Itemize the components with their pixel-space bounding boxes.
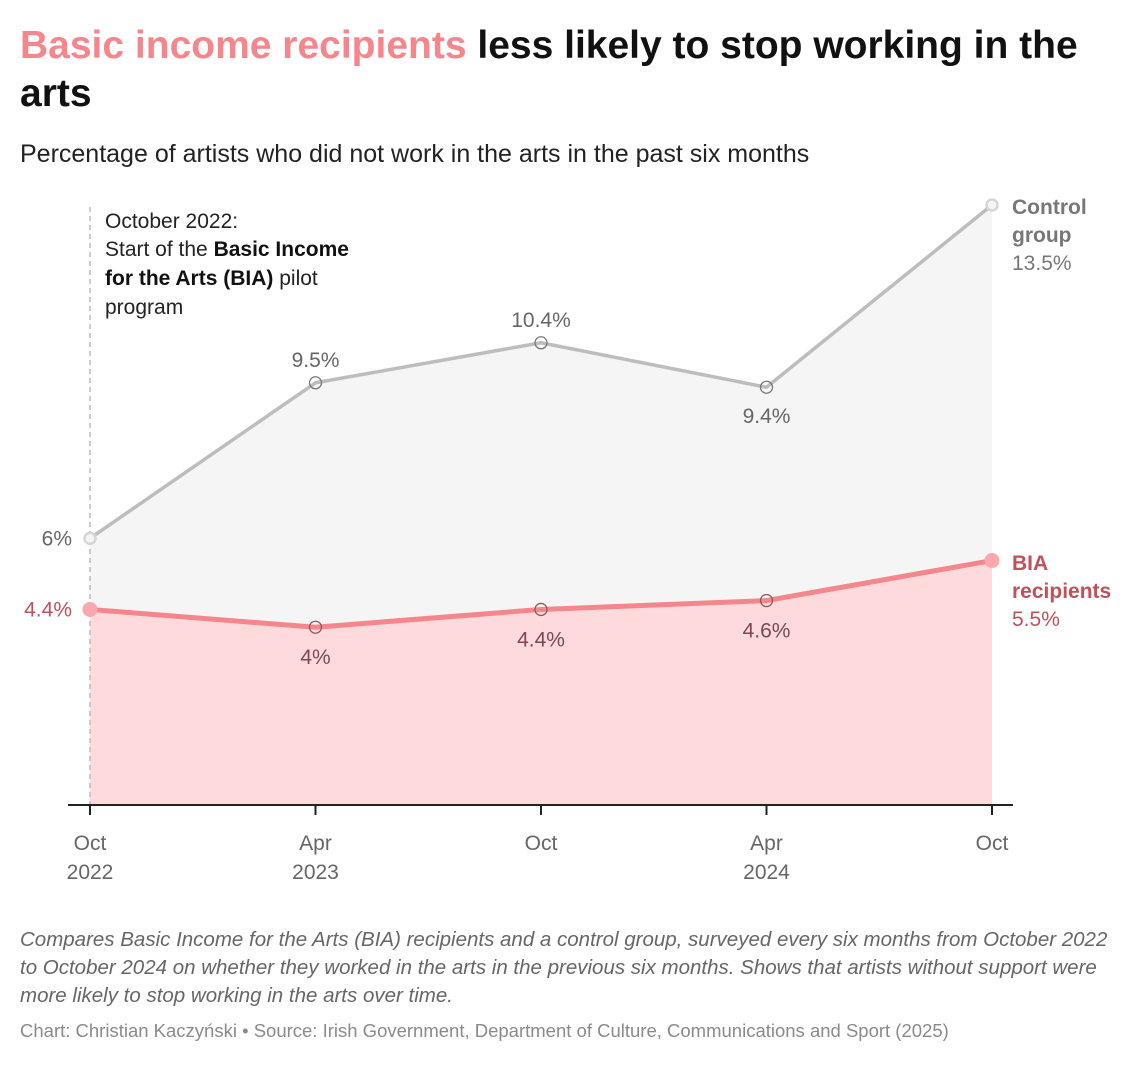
control-data-label: 6%	[42, 527, 72, 550]
svg-text:Start of the Basic Income: Start of the Basic Income	[105, 238, 349, 261]
control-point	[985, 198, 999, 212]
control-series-name: Control	[1012, 196, 1087, 219]
annotation-line-2-bold: Basic Income	[214, 238, 349, 261]
bia-point	[759, 593, 774, 608]
control-point	[534, 336, 548, 350]
svg-text:program: program	[105, 296, 183, 319]
program-start-annotation: October 2022: Start of the Basic Income …	[105, 210, 349, 319]
chart-note: Compares Basic Income for the Arts (BIA)…	[20, 928, 1108, 1007]
control-data-label: 9.5%	[292, 349, 340, 372]
control-end-label: 13.5%	[1012, 252, 1072, 275]
bia-area	[90, 560, 992, 805]
bia-series-name: BIA	[1012, 552, 1048, 575]
annotation-line-3-suffix: pilot	[273, 267, 318, 290]
bia-point	[534, 602, 548, 617]
control-data-label: 10.4%	[511, 309, 571, 332]
title-highlight: Basic income recipients	[20, 24, 467, 67]
bia-point	[82, 601, 98, 617]
bia-point	[984, 553, 1000, 569]
x-tick-label: Oct	[74, 832, 107, 855]
bia-series-line	[87, 558, 995, 630]
annotation-line-2-prefix: Start of the	[105, 238, 214, 261]
x-tick-label: Oct	[525, 832, 558, 855]
bia-series-name: recipients	[1012, 580, 1111, 603]
x-tick-label: 2024	[743, 861, 790, 884]
annotation-line-4: program	[105, 296, 183, 319]
annotation-line-1: October 2022:	[105, 210, 238, 233]
x-tick-label: 2023	[292, 861, 339, 884]
bia-data-label: 4%	[300, 646, 330, 669]
control-point	[308, 376, 323, 390]
bia-end-label: 5.5%	[1012, 608, 1060, 631]
annotation-line-3-bold: for the Arts (BIA)	[105, 267, 273, 290]
control-point	[83, 531, 97, 546]
x-tick-label: 2022	[67, 861, 114, 884]
title-rest: less likely to stop working in the arts	[20, 24, 1078, 115]
bia-point	[308, 620, 323, 634]
x-tick-label: Apr	[750, 832, 783, 855]
svg-text:for the Arts (BIA) pilot: for the Arts (BIA) pilot	[105, 267, 318, 290]
chart-title: Basic income recipients less likely to s…	[20, 22, 1120, 118]
bia-data-label: 4.6%	[743, 620, 791, 643]
bia-data-label: 4.4%	[24, 598, 72, 621]
control-series-name: group	[1012, 224, 1071, 247]
bia-data-label: 4.4%	[517, 628, 565, 651]
control-data-label: 9.4%	[743, 405, 791, 428]
chart-credit: Chart: Christian Kaczyński • Source: Iri…	[20, 1020, 949, 1041]
chart-subtitle: Percentage of artists who did not work i…	[20, 140, 810, 168]
x-tick-label: Oct	[976, 832, 1009, 855]
svg-text:October 2022:: October 2022:	[105, 210, 238, 233]
x-tick-label: Apr	[299, 832, 332, 855]
control-point	[759, 380, 774, 394]
control-series-line	[88, 203, 994, 541]
